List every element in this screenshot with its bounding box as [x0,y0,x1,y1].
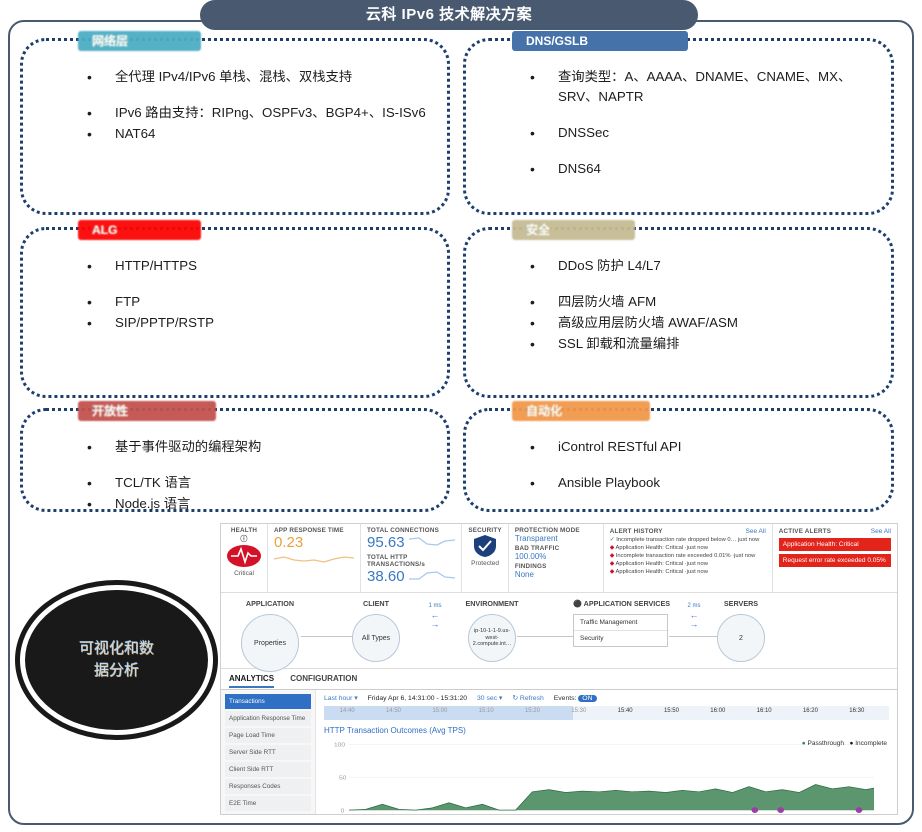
svg-text:100: 100 [334,742,346,749]
svg-text:50: 50 [339,775,347,782]
svg-text:0: 0 [341,808,345,815]
